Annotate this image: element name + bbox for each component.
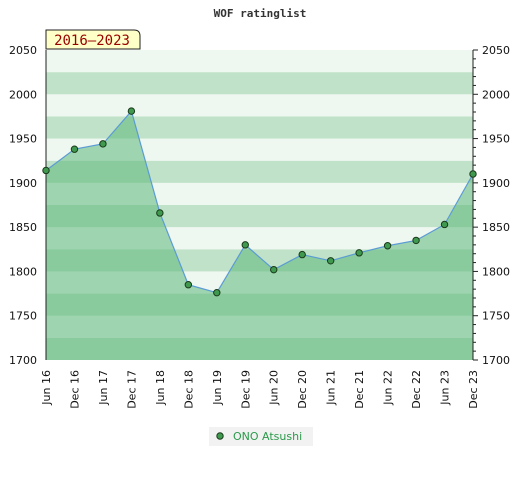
x-tick-label: Dec 19 <box>239 370 252 409</box>
x-tick-label: Jun 20 <box>268 370 281 406</box>
x-tick-label: Jun 18 <box>154 370 167 406</box>
x-tick-label: Jun 21 <box>325 370 338 406</box>
y-tick-label-left: 1950 <box>9 133 37 146</box>
x-tick-label: Jun 16 <box>40 370 53 406</box>
x-tick-label: Dec 17 <box>125 370 138 409</box>
data-point <box>469 170 477 178</box>
data-point <box>326 257 335 265</box>
y-tick-label-right: 2000 <box>482 88 510 101</box>
y-tick-label-left: 2000 <box>9 88 37 101</box>
axes: 1700 1700 1750 1750 1800 1800 1850 1850 1900 1900… <box>9 44 510 409</box>
period-badge: 2016–2023 <box>45 29 141 50</box>
x-tick-label: Jun 17 <box>97 370 110 406</box>
series-area <box>46 111 473 360</box>
x-tick-label: Jun 19 <box>211 370 224 406</box>
data-markers <box>42 107 477 297</box>
period-badge-text: 2016–2023 <box>54 33 130 49</box>
y-tick-label-left: 1850 <box>9 221 37 234</box>
plot-band <box>46 72 473 95</box>
y-tick-label-right: 1850 <box>482 221 510 234</box>
plot-area <box>45 109 474 360</box>
y-tick-label-right: 1900 <box>482 177 510 190</box>
legend-marker <box>216 432 224 440</box>
plot-band <box>46 94 473 117</box>
data-point <box>156 209 164 217</box>
data-point <box>184 281 193 289</box>
y-tick-label-right: 1700 <box>482 354 510 367</box>
x-tick-label: Dec 20 <box>296 370 309 409</box>
data-point <box>213 288 221 297</box>
series-line <box>45 109 474 294</box>
legend-box <box>209 427 313 446</box>
x-tick-label: Dec 16 <box>68 370 81 409</box>
plot-band <box>46 116 473 139</box>
chart-title: WOF ratinglist <box>214 7 307 20</box>
data-point <box>383 242 392 250</box>
x-tick-label: Dec 21 <box>353 370 366 409</box>
data-point <box>99 140 107 148</box>
x-tick-label: Dec 23 <box>467 370 480 409</box>
data-point <box>355 249 363 257</box>
y-tick-label-right: 2050 <box>482 44 510 57</box>
x-tick-label: Jun 22 <box>382 370 395 406</box>
data-point <box>70 145 79 153</box>
y-tick-label-right: 1950 <box>482 133 510 146</box>
period-badge-box <box>45 29 141 50</box>
data-point <box>127 107 136 115</box>
data-point <box>241 241 249 249</box>
y-tick-label-left: 1800 <box>9 265 37 278</box>
y-tick-label-left: 2050 <box>9 44 37 57</box>
plot-band <box>46 138 473 161</box>
plot-band <box>46 50 473 73</box>
y-tick-label-left: 1700 <box>9 354 37 367</box>
x-tick-label: Dec 22 <box>410 370 423 409</box>
x-tick-label: Jun 23 <box>439 370 452 406</box>
y-tick-label-left: 1900 <box>9 177 37 190</box>
plot-band <box>46 160 473 183</box>
legend-series-name: ONO Atsushi <box>233 430 302 443</box>
x-tick-label: Dec 18 <box>182 370 195 409</box>
y-tick-label-right: 1800 <box>482 265 510 278</box>
y-tick-label-left: 1750 <box>9 310 37 323</box>
y-tick-label-right: 1750 <box>482 310 510 323</box>
data-point <box>270 265 278 274</box>
data-point <box>298 250 306 259</box>
data-point <box>42 166 50 175</box>
data-point <box>412 236 420 245</box>
data-point <box>440 220 449 229</box>
legend: ONO Atsushi <box>209 427 313 446</box>
